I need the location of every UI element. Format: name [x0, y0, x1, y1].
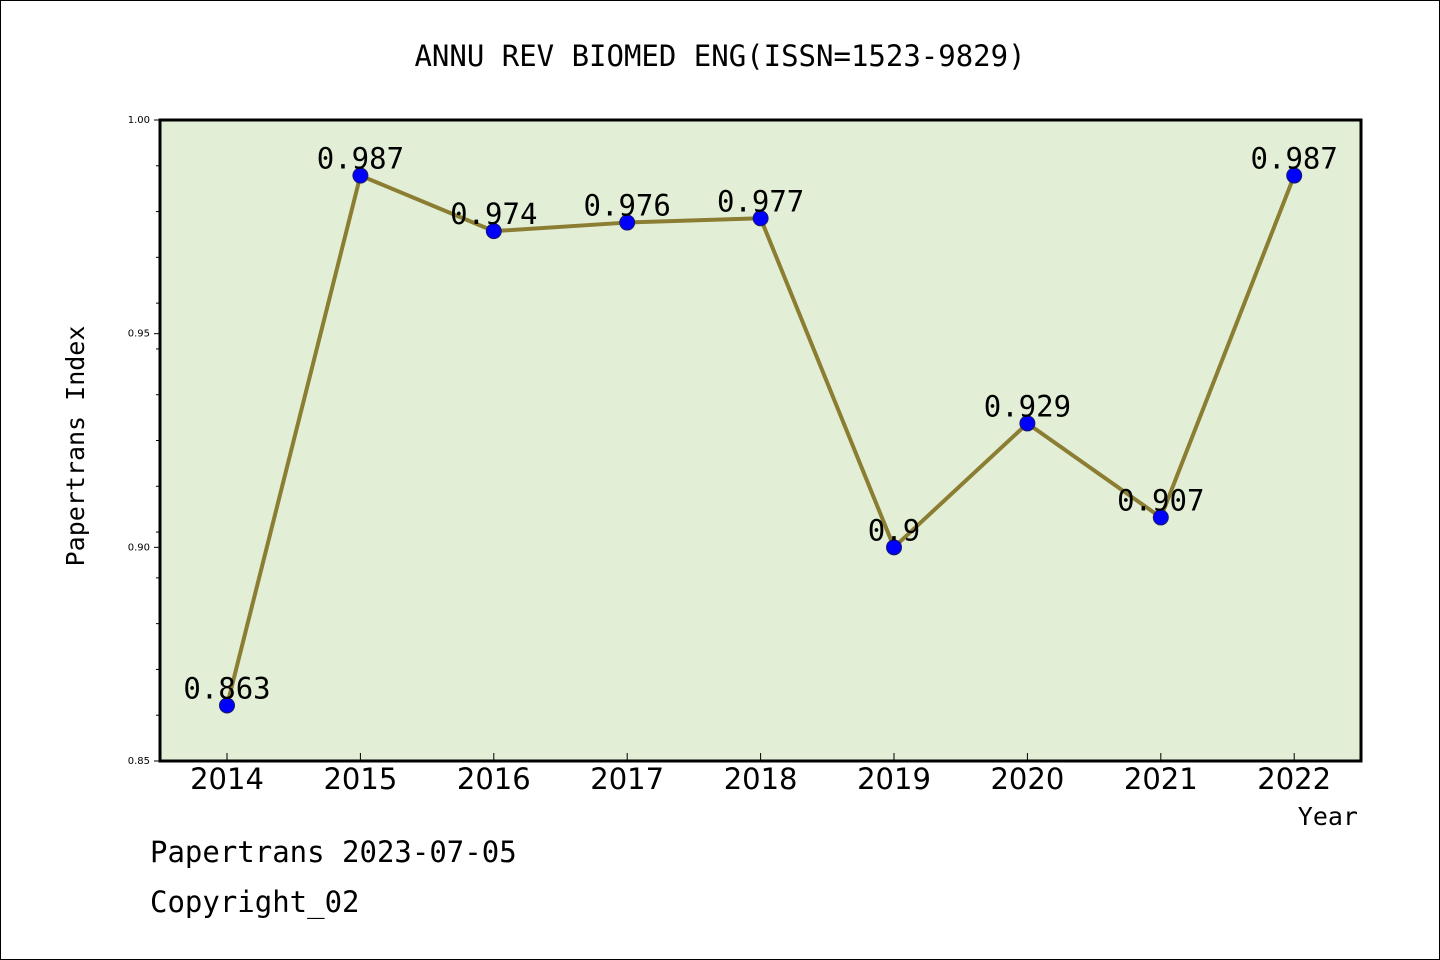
- x-tick-label: 2022: [1257, 762, 1331, 796]
- x-axis-ticks: 2014 2015 2016 2017 2018 2019 2020 2021 2022: [190, 753, 1331, 796]
- data-label: 0.987: [1251, 142, 1338, 176]
- data-point: [1152, 509, 1169, 526]
- plot-area: [158, 118, 1363, 763]
- x-axis-label: Year: [1298, 802, 1358, 831]
- chart-title: ANNU REV BIOMED ENG(ISSN=1523-9829): [414, 39, 1025, 73]
- data-label: 0.907: [1117, 483, 1204, 517]
- y-tick-label: 0.90: [128, 542, 150, 553]
- x-tick-label: 2021: [1124, 762, 1198, 796]
- data-point: [352, 167, 369, 184]
- y-tick-label: 0.95: [128, 329, 150, 340]
- data-point: [485, 223, 502, 240]
- data-point: [886, 539, 902, 556]
- data-point: [219, 697, 235, 714]
- data-label: 0.9: [868, 513, 920, 547]
- data-label: 0.863: [183, 671, 270, 705]
- data-labels: 0.863 0.987 0.974 0.976 0.977 0.9 0.929 0.907 0.…: [183, 142, 1338, 706]
- data-point: [752, 210, 769, 227]
- data-label: 0.929: [984, 389, 1071, 423]
- data-point: [1286, 167, 1303, 184]
- x-tick-label: 2017: [590, 762, 664, 796]
- x-tick-label: 2018: [724, 762, 798, 796]
- x-tick-label: 2015: [323, 762, 397, 796]
- y-tick-label: 0.85: [128, 756, 150, 767]
- y-axis-ticks: 0.85 0.90 0.95 1.00: [128, 115, 160, 767]
- x-tick-label: 2020: [990, 762, 1064, 796]
- x-tick-label: 2016: [457, 762, 531, 796]
- data-point: [619, 214, 636, 231]
- data-label: 0.977: [717, 184, 804, 218]
- x-tick-label: 2014: [190, 762, 264, 796]
- y-tick-label: 1.00: [128, 115, 150, 126]
- data-label: 0.987: [317, 142, 404, 176]
- x-tick-label: 2019: [857, 762, 931, 796]
- data-label: 0.976: [584, 189, 671, 223]
- footer-copyright: Copyright_02: [150, 885, 360, 919]
- footer-date: Papertrans 2023-07-05: [150, 835, 517, 869]
- data-point: [1019, 415, 1036, 432]
- data-markers: [219, 167, 1303, 714]
- y-axis-label: Papertrans Index: [61, 326, 90, 567]
- data-label: 0.974: [450, 197, 537, 231]
